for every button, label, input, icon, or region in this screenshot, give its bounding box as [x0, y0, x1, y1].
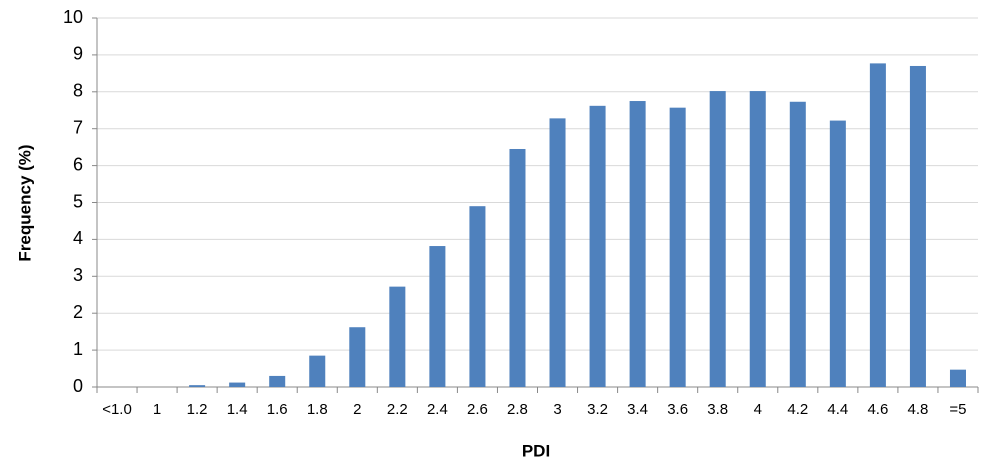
y-tick-label: 8: [73, 81, 83, 101]
bar: [589, 105, 606, 388]
x-tick-label: =5: [949, 401, 966, 418]
bar: [789, 101, 806, 387]
bar: [309, 355, 326, 387]
y-tick-label: 2: [73, 302, 83, 322]
bar: [389, 286, 406, 387]
x-tick-label: 1.6: [267, 401, 288, 418]
x-tick-label: 4.8: [908, 401, 929, 418]
x-tick-label: 4.2: [787, 401, 808, 418]
x-tick-label: 3.8: [707, 401, 728, 418]
x-tick-label: 1: [153, 401, 161, 418]
bar: [629, 101, 646, 388]
bar: [229, 382, 246, 387]
bar: [709, 91, 726, 387]
y-tick-label: 3: [73, 265, 83, 285]
bar: [509, 148, 526, 387]
x-tick-label: 4.6: [867, 401, 888, 418]
x-tick-label: 1.8: [307, 401, 328, 418]
x-tick-label: 3.6: [667, 401, 688, 418]
bar: [749, 91, 766, 387]
x-tick-label: 2: [353, 401, 361, 418]
y-tick-label: 10: [63, 7, 83, 27]
bar: [669, 107, 686, 388]
y-tick-label: 9: [73, 44, 83, 64]
x-tick-label: 4: [754, 401, 762, 418]
bar: [869, 63, 886, 388]
x-tick-label: 3.4: [627, 401, 648, 418]
x-tick-label: 3.2: [587, 401, 608, 418]
x-tick-label: 2.6: [467, 401, 488, 418]
y-tick-label: 7: [73, 117, 83, 137]
y-axis-title: Frequency (%): [15, 144, 34, 261]
x-tick-label: <1.0: [102, 401, 132, 418]
bar: [349, 327, 366, 387]
x-tick-label: 1.4: [227, 401, 248, 418]
x-axis-title: PDI: [522, 441, 550, 460]
y-tick-label: 0: [73, 376, 83, 396]
x-tick-label: 2.4: [427, 401, 448, 418]
bar: [549, 118, 566, 388]
bar: [189, 385, 206, 387]
x-tick-label: 1.2: [187, 401, 208, 418]
bar: [469, 206, 486, 387]
x-tick-label: 4.4: [827, 401, 848, 418]
y-tick-label: 4: [73, 228, 83, 248]
x-tick-label: 2.8: [507, 401, 528, 418]
y-tick-label: 5: [73, 191, 83, 211]
x-tick-label: 3: [553, 401, 561, 418]
bar: [909, 65, 926, 387]
x-tick-label: 2.2: [387, 401, 408, 418]
bar: [429, 246, 446, 387]
bar: [829, 120, 846, 387]
bar: [269, 375, 286, 387]
bar: [949, 369, 966, 387]
y-tick-label: 6: [73, 154, 83, 174]
y-tick-label: 1: [73, 339, 83, 359]
